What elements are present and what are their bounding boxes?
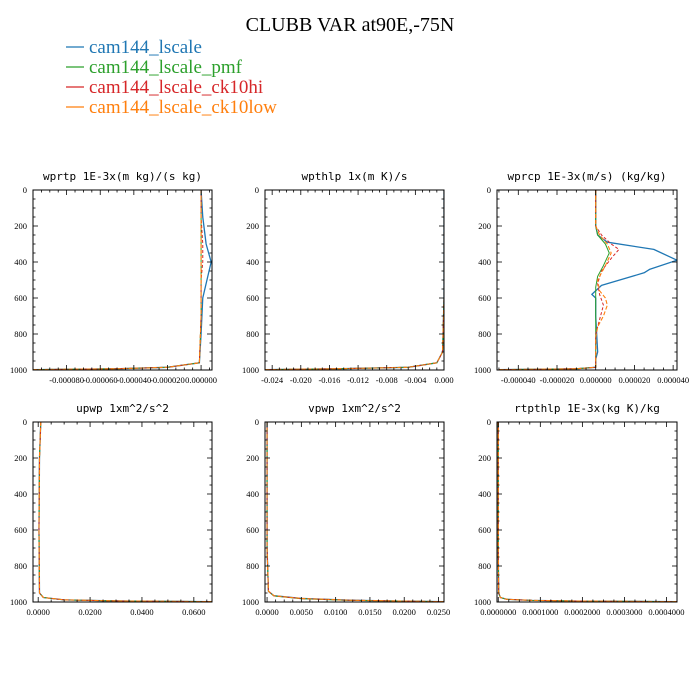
y-tick-label: 800 bbox=[478, 561, 491, 571]
chart-panel-6: rtpthlp 1E-3x(kg K)/kg020040060080010000… bbox=[474, 402, 685, 617]
x-tick-label: -0.012 bbox=[347, 375, 369, 385]
y-tick-label: 400 bbox=[246, 257, 259, 267]
panel-title: wpthlp 1x(m K)/s bbox=[302, 170, 408, 183]
x-tick-label: 0.0100 bbox=[324, 607, 347, 617]
y-tick-label: 200 bbox=[478, 453, 491, 463]
series-line-cam144_lscale_ck10low bbox=[497, 422, 677, 602]
legend: cam144_lscalecam144_lscale_pmfcam144_lsc… bbox=[66, 37, 277, 118]
y-tick-label: 600 bbox=[478, 525, 491, 535]
y-tick-label: 400 bbox=[478, 489, 491, 499]
x-tick-label: 0.0400 bbox=[130, 607, 153, 617]
x-tick-label: 0.0600 bbox=[182, 607, 205, 617]
y-tick-label: 0 bbox=[23, 185, 27, 195]
legend-label: cam144_lscale_ck10hi bbox=[89, 77, 263, 98]
x-tick-label: 0.0001000 bbox=[522, 607, 558, 617]
panel-title: rtpthlp 1E-3x(kg K)/kg bbox=[514, 402, 660, 415]
y-tick-label: 0 bbox=[23, 417, 27, 427]
y-tick-label: 1000 bbox=[474, 365, 491, 375]
y-tick-label: 0 bbox=[255, 185, 259, 195]
y-tick-label: 200 bbox=[14, 221, 27, 231]
series-group bbox=[265, 190, 444, 370]
x-tick-label: 0.0200 bbox=[393, 607, 416, 617]
panel-title: wprtp 1E-3x(m kg)/(s kg) bbox=[43, 170, 202, 183]
y-tick-label: 0 bbox=[487, 185, 491, 195]
x-tick-label: 0.000000 bbox=[185, 375, 217, 385]
y-tick-label: 800 bbox=[14, 561, 27, 571]
series-line-cam144_lscale_ck10low bbox=[498, 190, 612, 370]
y-tick-label: 1000 bbox=[474, 597, 491, 607]
series-line-cam144_lscale_ck10low bbox=[38, 422, 212, 602]
y-tick-label: 200 bbox=[478, 221, 491, 231]
x-tick-label: 0.000000 bbox=[580, 375, 612, 385]
chart-panel-2: wpthlp 1x(m K)/s02004006008001000-0.024-… bbox=[242, 170, 454, 385]
x-tick-label: -0.020 bbox=[290, 375, 312, 385]
y-tick-label: 600 bbox=[246, 525, 259, 535]
x-tick-label: -0.000040 bbox=[501, 375, 536, 385]
x-tick-label: -0.008 bbox=[376, 375, 398, 385]
y-tick-label: 400 bbox=[14, 257, 27, 267]
series-group bbox=[497, 422, 677, 602]
x-tick-label: -0.016 bbox=[318, 375, 340, 385]
x-tick-label: 0.0200 bbox=[78, 607, 101, 617]
x-tick-label: -0.004 bbox=[404, 375, 427, 385]
y-tick-label: 0 bbox=[255, 417, 259, 427]
x-tick-label: 0.000 bbox=[434, 375, 453, 385]
y-tick-label: 600 bbox=[14, 525, 27, 535]
y-tick-label: 400 bbox=[478, 257, 491, 267]
legend-label: cam144_lscale_ck10low bbox=[89, 97, 277, 118]
panel-title: wprcp 1E-3x(m/s) (kg/kg) bbox=[508, 170, 667, 183]
panel-title: vpwp 1xm^2/s^2 bbox=[308, 402, 401, 415]
y-tick-label: 800 bbox=[478, 329, 491, 339]
y-tick-label: 1000 bbox=[242, 597, 259, 607]
x-tick-label: -0.000020 bbox=[540, 375, 575, 385]
y-tick-label: 600 bbox=[14, 293, 27, 303]
x-tick-label: 0.0003000 bbox=[606, 607, 642, 617]
x-tick-label: 0.0004000 bbox=[648, 607, 684, 617]
x-tick-label: -0.000040 bbox=[116, 375, 151, 385]
chart-panel-1: wprtp 1E-3x(m kg)/(s kg) 0 200 400 600 800 100… bbox=[10, 170, 217, 385]
x-tick-label: 0.0250 bbox=[427, 607, 450, 617]
x-tick-label: 0.0000 bbox=[255, 607, 278, 617]
x-tick-label: 0.0000 bbox=[27, 607, 50, 617]
x-tick-label: -0.000020 bbox=[150, 375, 185, 385]
legend-label: cam144_lscale bbox=[89, 37, 202, 58]
series-line-cam144_lscale_ck10low bbox=[266, 422, 444, 602]
y-tick-label: 1000 bbox=[242, 365, 259, 375]
series-line-cam144_lscale_ck10hi bbox=[265, 190, 444, 370]
y-tick-label: 600 bbox=[246, 293, 259, 303]
y-tick-label: 400 bbox=[14, 489, 27, 499]
panel-title: upwp 1xm^2/s^2 bbox=[76, 402, 169, 415]
y-tick-label: 1000 bbox=[10, 365, 27, 375]
y-tick-label: 200 bbox=[246, 221, 259, 231]
y-tick-label: 200 bbox=[14, 453, 27, 463]
y-tick-label: 800 bbox=[246, 329, 259, 339]
y-tick-label: 800 bbox=[246, 561, 259, 571]
x-tick-label: 0.0150 bbox=[358, 607, 381, 617]
x-tick-label: -0.000060 bbox=[83, 375, 118, 385]
x-tick-label: 0.000040 bbox=[657, 375, 689, 385]
y-tick-label: 800 bbox=[14, 329, 27, 339]
x-tick-label: -0.000080 bbox=[49, 375, 84, 385]
y-tick-label: 400 bbox=[246, 489, 259, 499]
x-tick-label: 0.0000000 bbox=[480, 607, 516, 617]
figure-title: CLUBB VAR at90E,-75N bbox=[246, 14, 455, 36]
y-tick-label: 200 bbox=[246, 453, 259, 463]
y-tick-label: 0 bbox=[487, 417, 491, 427]
legend-label: cam144_lscale_pmf bbox=[89, 57, 243, 78]
chart-panel-3: wprcp 1E-3x(m/s) (kg/kg) 0 200 400 600 800 100… bbox=[474, 170, 689, 385]
panels: wprtp 1E-3x(m kg)/(s kg) 0 200 400 600 800 100… bbox=[10, 170, 689, 617]
x-tick-label: -0.024 bbox=[261, 375, 284, 385]
series-group bbox=[38, 422, 212, 602]
series-group bbox=[266, 422, 444, 602]
y-tick-label: 600 bbox=[478, 293, 491, 303]
x-tick-label: 0.0050 bbox=[290, 607, 313, 617]
x-tick-label: 0.000020 bbox=[618, 375, 650, 385]
x-tick-label: 0.0002000 bbox=[564, 607, 600, 617]
y-tick-label: 1000 bbox=[10, 597, 27, 607]
series-line-cam144_lscale_ck10low bbox=[265, 190, 444, 370]
